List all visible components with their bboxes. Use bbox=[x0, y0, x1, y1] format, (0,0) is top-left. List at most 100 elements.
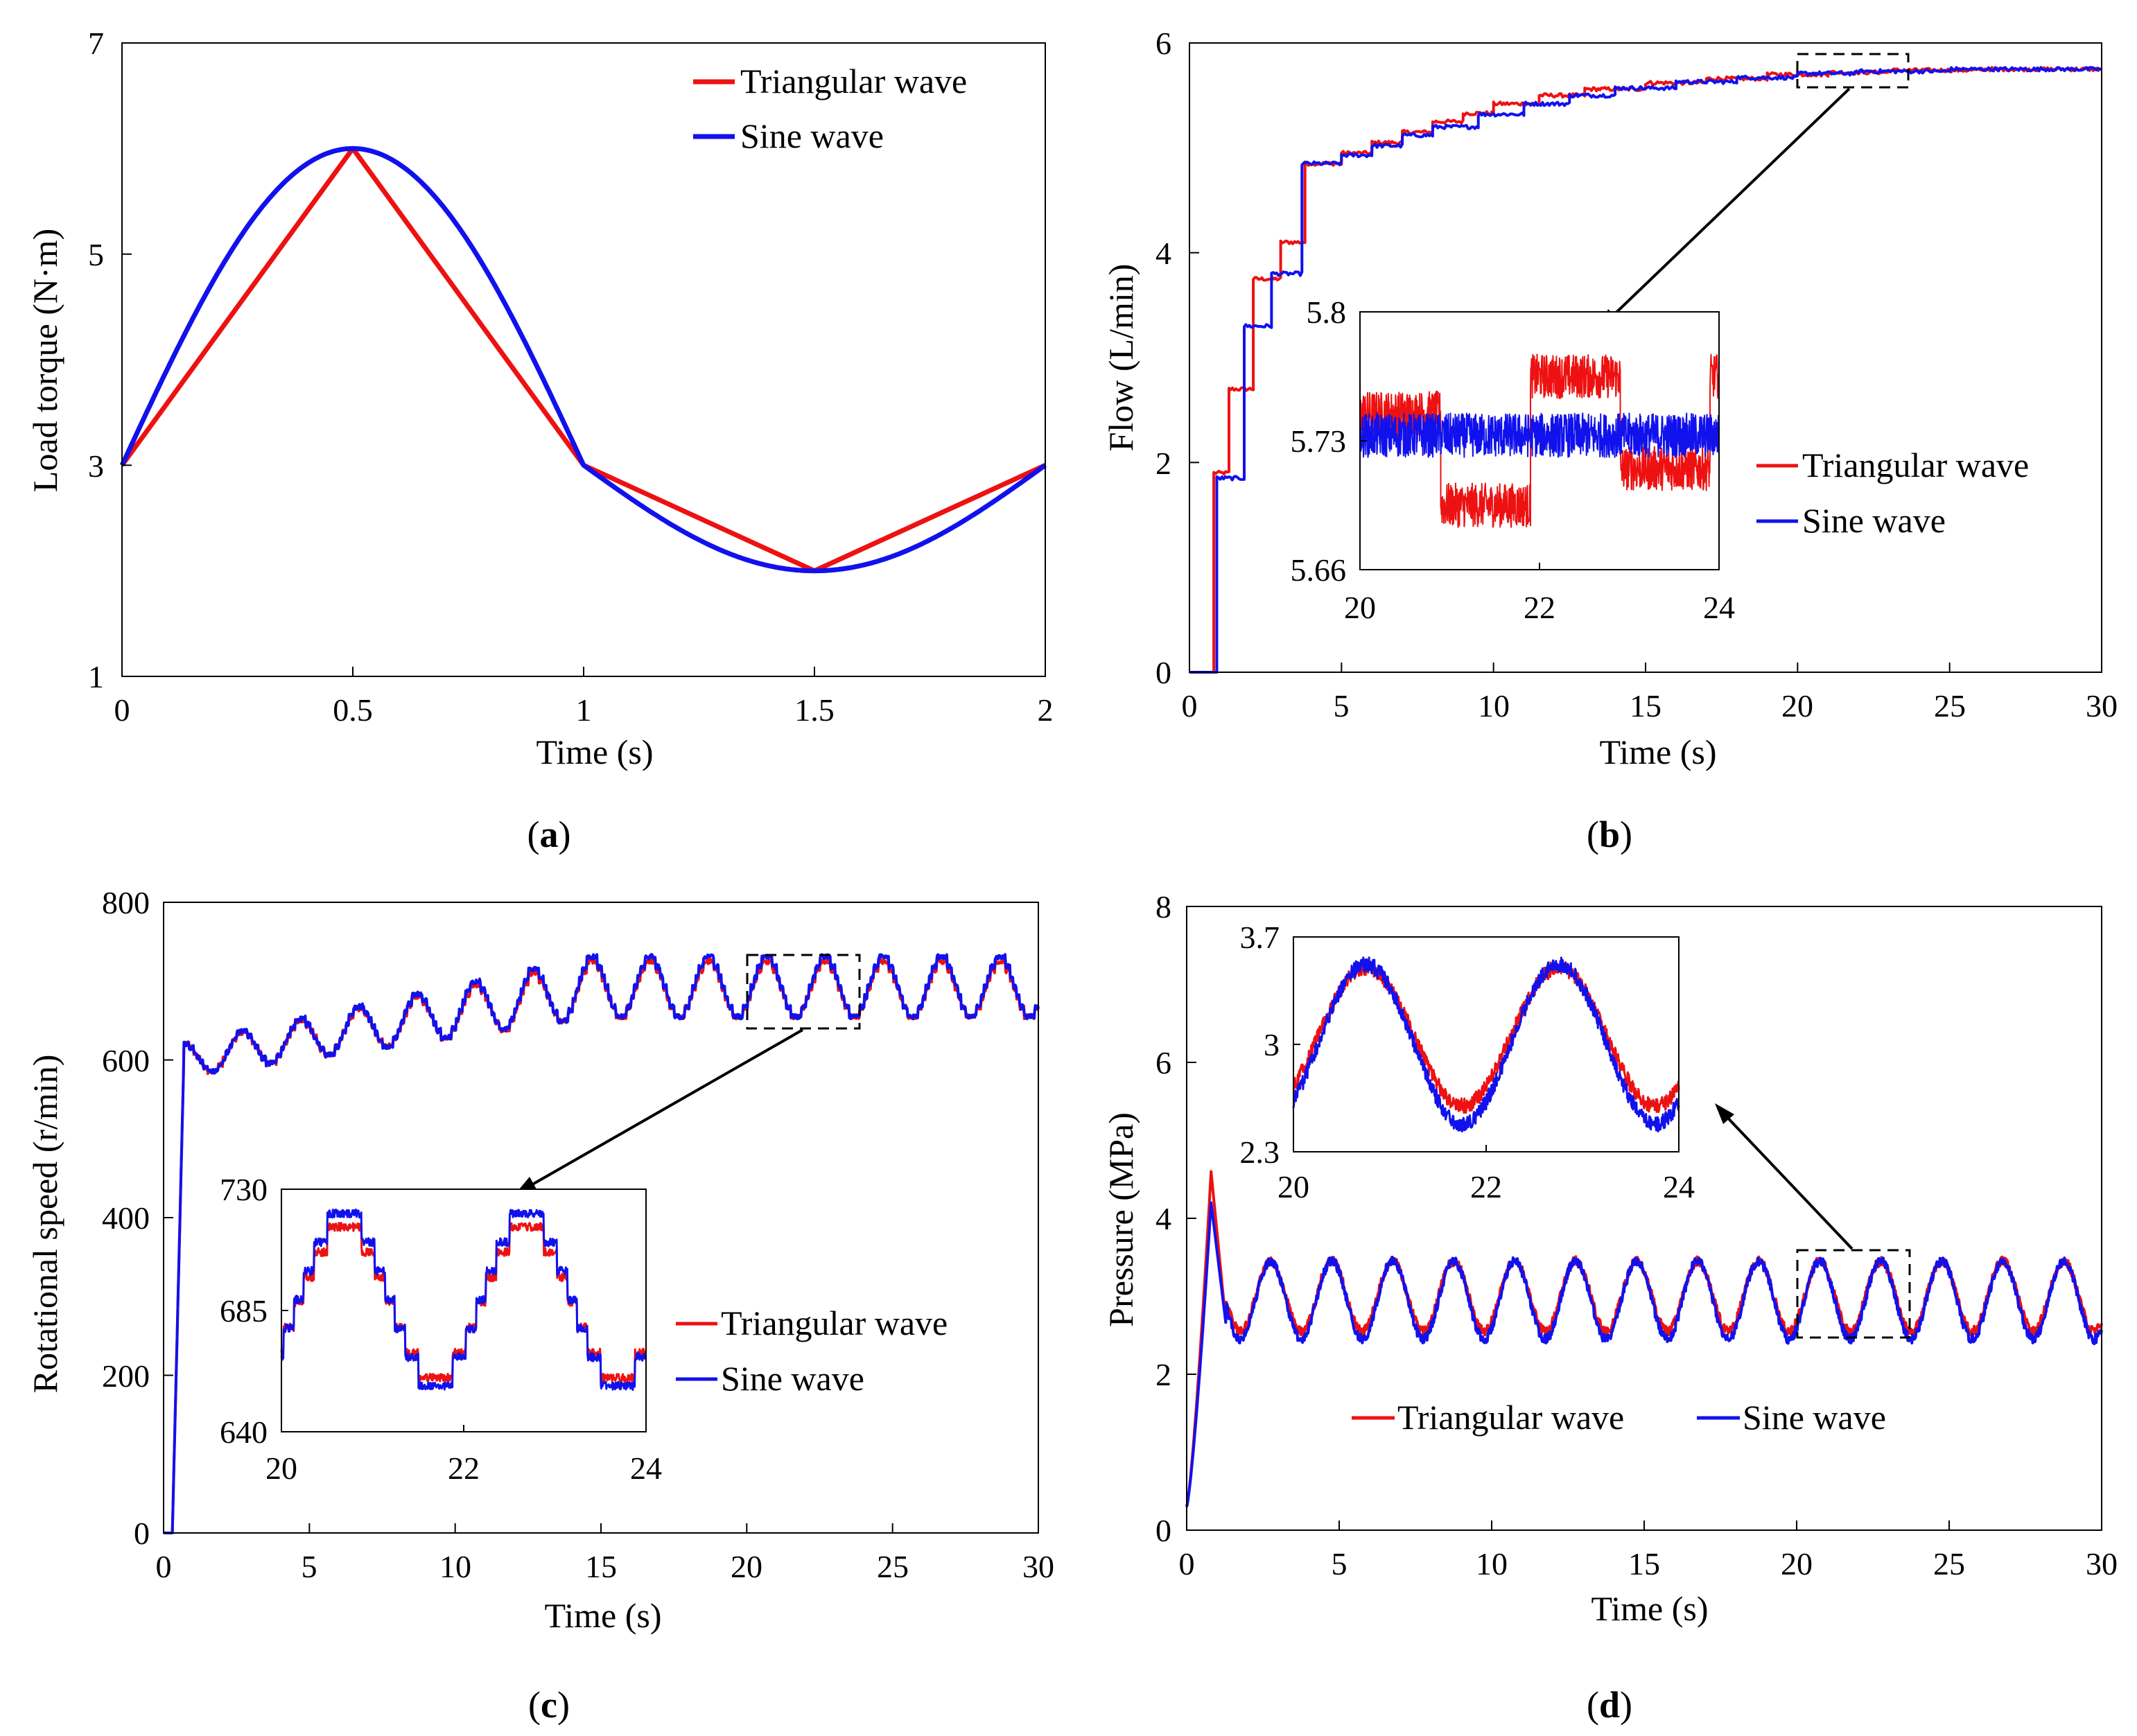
a-xlabel: Time (s) bbox=[536, 733, 653, 771]
a-ytick-5: 5 bbox=[88, 237, 104, 272]
b-inset-ytick-5.8: 5.8 bbox=[1307, 295, 1347, 330]
b-xlabel: Time (s) bbox=[1599, 733, 1716, 771]
c-ytick-200: 200 bbox=[102, 1358, 150, 1394]
b-ytick-2: 2 bbox=[1155, 446, 1171, 481]
c-zoom-arrow bbox=[523, 1028, 803, 1191]
d-zoom-arrowhead bbox=[1715, 1103, 1734, 1124]
d-plot-lines bbox=[1185, 1170, 2103, 1507]
d-inset-xtick-20: 20 bbox=[1277, 1169, 1309, 1204]
d-ytick-2: 2 bbox=[1155, 1357, 1171, 1392]
d-inset-xtick-24: 24 bbox=[1663, 1169, 1695, 1204]
c-ytick-400: 400 bbox=[102, 1200, 150, 1236]
d-ytick-0: 0 bbox=[1155, 1513, 1171, 1548]
d-inset-series-sine bbox=[1292, 956, 1680, 1133]
a-caption: (a) bbox=[527, 814, 571, 855]
d-xtick-25: 25 bbox=[1933, 1546, 1965, 1581]
d-series-triangular bbox=[1185, 1170, 2103, 1507]
b-plot-lines bbox=[1189, 66, 2102, 674]
d-caption-letter: d bbox=[1599, 1684, 1620, 1726]
d-legend-triangular: Triangular wave bbox=[1397, 1398, 1624, 1437]
a-ticks bbox=[121, 42, 1046, 677]
b-ytick-0: 0 bbox=[1155, 655, 1171, 690]
c-ytick-600: 600 bbox=[102, 1043, 150, 1078]
a-xtick-0: 0 bbox=[114, 692, 130, 728]
c-ytick-0: 0 bbox=[134, 1516, 150, 1551]
d-ytick-4: 4 bbox=[1155, 1201, 1171, 1236]
c-xtick-5: 5 bbox=[302, 1549, 317, 1584]
d-zoom-arrow bbox=[1720, 1110, 1853, 1250]
c-zoom-box bbox=[746, 954, 861, 1030]
b-inset-ticks bbox=[1359, 311, 1720, 570]
c-xtick-10: 10 bbox=[439, 1549, 471, 1584]
d-ticks bbox=[1186, 906, 2102, 1531]
d-xtick-5: 5 bbox=[1332, 1546, 1347, 1581]
b-xtick-30: 30 bbox=[2086, 688, 2118, 724]
c-inset-ticks bbox=[281, 1189, 647, 1432]
c-legend-triangular: Triangular wave bbox=[721, 1304, 948, 1342]
c-legend-sine: Sine wave bbox=[721, 1359, 864, 1398]
b-xtick-5: 5 bbox=[1334, 688, 1350, 724]
b-inset-lines bbox=[1359, 353, 1720, 528]
a-legend-triangular: Triangular wave bbox=[740, 62, 967, 100]
d-inset-xtick-22: 22 bbox=[1470, 1169, 1502, 1204]
b-xtick-25: 25 bbox=[1934, 688, 1966, 724]
c-inset-bg bbox=[281, 1189, 646, 1432]
b-caption-letter: b bbox=[1599, 814, 1620, 855]
b-legend-triangular: Triangular wave bbox=[1802, 446, 2029, 484]
a-legend-sine: Sine wave bbox=[740, 116, 884, 155]
d-inset-ytick-3.7: 3.7 bbox=[1240, 920, 1280, 955]
c-inset-ytick-730: 730 bbox=[220, 1172, 268, 1207]
a-series-sine bbox=[119, 146, 1047, 574]
a-ytick-7: 7 bbox=[88, 26, 104, 61]
b-ticks bbox=[1189, 42, 2102, 673]
c-plot-lines bbox=[162, 953, 1040, 1534]
b-xtick-20: 20 bbox=[1781, 688, 1813, 724]
a-caption-letter: a bbox=[540, 814, 559, 855]
b-inset-series-sine bbox=[1359, 412, 1720, 458]
d-ytick-6: 6 bbox=[1155, 1045, 1171, 1080]
d-series-sine bbox=[1185, 1201, 2103, 1507]
c-inset-ytick-685: 685 bbox=[220, 1293, 268, 1329]
c-xlabel: Time (s) bbox=[544, 1596, 661, 1635]
a-plot-lines bbox=[119, 146, 1047, 574]
d-caption: (d) bbox=[1587, 1684, 1632, 1726]
c-ytick-800: 800 bbox=[102, 885, 150, 920]
b-ytick-6: 6 bbox=[1155, 26, 1171, 61]
b-inset-xtick-20: 20 bbox=[1344, 590, 1376, 625]
b-inset-ytick-5.73: 5.73 bbox=[1291, 423, 1347, 459]
d-ylabel: Pressure (MPa) bbox=[1101, 1112, 1140, 1327]
c-series-sine bbox=[162, 953, 1040, 1534]
a-ylabel: Load torque (N·m) bbox=[26, 229, 64, 492]
panel-c: 730 685 640 20 22 24 800 600 400 200 0 0… bbox=[26, 885, 1054, 1726]
b-inset-ytick-5.66: 5.66 bbox=[1291, 552, 1347, 588]
a-xtick-0.5: 0.5 bbox=[333, 692, 373, 728]
a-xtick-1: 1 bbox=[576, 692, 592, 728]
d-inset-lines bbox=[1292, 956, 1680, 1133]
d-xtick-30: 30 bbox=[2086, 1546, 2118, 1581]
c-xtick-30: 30 bbox=[1022, 1549, 1054, 1584]
panel-a: 7 5 3 1 0 0.5 1 1.5 2 Time (s) Load torq… bbox=[26, 26, 1054, 855]
c-inset-xtick-22: 22 bbox=[448, 1450, 480, 1486]
b-zoom-arrow bbox=[1604, 87, 1851, 324]
d-inset-ytick-2.3: 2.3 bbox=[1240, 1134, 1280, 1170]
b-series-sine bbox=[1189, 66, 2102, 674]
a-axes-frame bbox=[121, 42, 1046, 677]
panel-b: 5.8 5.73 5.66 20 22 24 6 4 2 0 0 5 10 15… bbox=[1101, 26, 2118, 855]
c-inset-ytick-640: 640 bbox=[220, 1414, 268, 1450]
c-xtick-15: 15 bbox=[585, 1549, 617, 1584]
c-caption-letter: c bbox=[541, 1684, 557, 1726]
c-xtick-20: 20 bbox=[731, 1549, 762, 1584]
b-legend-sine: Sine wave bbox=[1802, 501, 1946, 540]
c-ticks bbox=[163, 902, 1039, 1534]
b-inset-xtick-24: 24 bbox=[1703, 590, 1735, 625]
b-zoom-box bbox=[1796, 53, 1910, 89]
b-caption: (b) bbox=[1587, 814, 1632, 855]
d-xtick-20: 20 bbox=[1781, 1546, 1813, 1581]
d-xtick-0: 0 bbox=[1179, 1546, 1195, 1581]
c-inset-series-sine bbox=[280, 1208, 647, 1392]
b-xtick-0: 0 bbox=[1182, 688, 1198, 724]
b-ytick-4: 4 bbox=[1155, 236, 1171, 271]
b-xtick-15: 15 bbox=[1630, 688, 1661, 724]
c-inset-lines bbox=[280, 1208, 647, 1392]
